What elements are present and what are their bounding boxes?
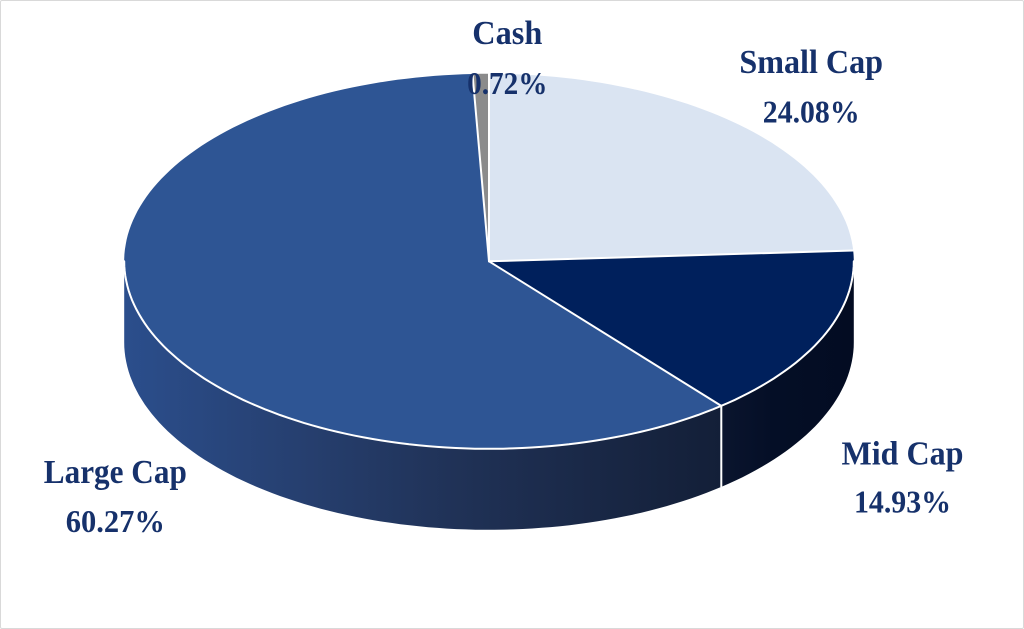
svg-text:Small Cap: Small Cap: [739, 44, 883, 81]
svg-text:Cash: Cash: [472, 15, 542, 52]
svg-text:14.93%: 14.93%: [854, 483, 951, 519]
svg-text:60.27%: 60.27%: [66, 503, 165, 539]
svg-text:Mid Cap: Mid Cap: [842, 436, 964, 473]
svg-text:Large Cap: Large Cap: [44, 454, 187, 491]
svg-text:24.08%: 24.08%: [763, 93, 860, 129]
svg-text:0.72%: 0.72%: [467, 65, 547, 101]
